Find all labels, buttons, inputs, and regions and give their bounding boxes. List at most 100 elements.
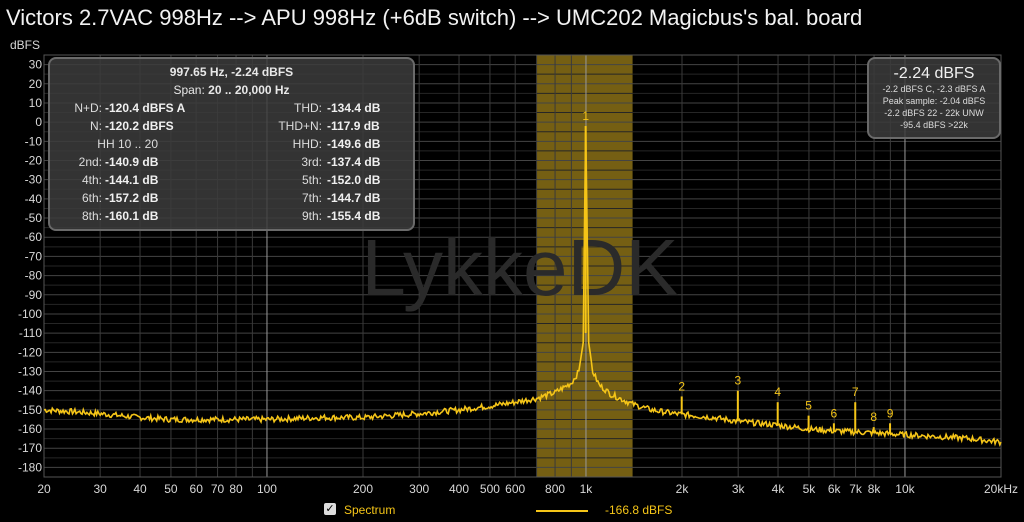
level-line-2: Peak sample: -2.04 dBFS xyxy=(882,96,986,106)
stats-left-row-label: 6th: xyxy=(81,191,102,205)
x-tick-label: 70 xyxy=(211,482,225,496)
harmonic-label: 2 xyxy=(678,379,685,393)
y-axis-labels: 30 20 10 0 -10 -20 -30 -40 -50 -60 -70 -80 -90 -100 -1… xyxy=(18,58,42,475)
x-tick-label: 400 xyxy=(449,482,469,496)
y-tick-label: -180 xyxy=(18,460,42,474)
legend-series-value: -166.8 dBFS xyxy=(605,503,673,517)
chart-title: Victors 2.7VAC 998Hz --> APU 998Hz (+6dB… xyxy=(6,5,863,30)
y-tick-label: -30 xyxy=(25,173,43,187)
stats-right-row: 3rd: -137.4 dB xyxy=(50,155,413,173)
harmonic-label: 3 xyxy=(735,374,742,388)
span-value: 20 .. 20,000 Hz xyxy=(208,83,290,97)
level-line-4: -95.4 dBFS >22k xyxy=(900,120,968,130)
y-tick-label: -140 xyxy=(18,384,42,398)
stats-left-row-value: -157.2 dB xyxy=(105,191,159,205)
harmonic-label: 8 xyxy=(870,410,877,424)
legend: ✓ Spectrum -166.8 dBFS xyxy=(0,500,1024,522)
y-tick-label: -20 xyxy=(25,154,43,168)
harmonic-label: 4 xyxy=(774,385,781,399)
y-tick-label: -130 xyxy=(18,365,42,379)
stats-left-row-label: N+D: xyxy=(74,101,102,115)
stats-left-row: 8th: -160.1 dB xyxy=(50,209,413,227)
harmonic-labels: 1 2 3 4 5 678 9 xyxy=(582,109,893,424)
y-tick-label: 20 xyxy=(29,77,43,91)
stats-right-row-value: -137.4 dB xyxy=(327,155,381,169)
stats-left-row: 2nd: -140.9 dB xyxy=(50,155,413,173)
stats-right-row: 7th: -144.7 dB xyxy=(50,191,413,209)
stats-left-row: N: -120.2 dBFS xyxy=(50,119,413,137)
stats-right-row-label: HHD: xyxy=(292,137,322,151)
x-tick-label: 20 xyxy=(37,482,51,496)
x-tick-label: 800 xyxy=(545,482,565,496)
x-tick-label: 80 xyxy=(229,482,243,496)
level-main: -2.24 dBFS xyxy=(893,65,975,82)
stats-right-row-label: THD+N: xyxy=(278,119,322,133)
stats-left-row: 6th: -157.2 dB xyxy=(50,191,413,209)
x-tick-label: 5k xyxy=(803,482,817,496)
stats-right-row: 5th: -152.0 dB xyxy=(50,173,413,191)
y-tick-label: -60 xyxy=(25,230,43,244)
y-tick-label: -40 xyxy=(25,192,43,206)
stats-right-row: 9th: -155.4 dB xyxy=(50,209,413,227)
x-tick-label: 60 xyxy=(190,482,204,496)
stats-left-row-label: 8th: xyxy=(81,209,102,223)
x-tick-label: 50 xyxy=(164,482,178,496)
stats-left-row-label: 4th: xyxy=(81,173,102,187)
stats-left-row-label: N: xyxy=(90,119,102,133)
x-tick-label: 2k xyxy=(676,482,690,496)
y-tick-label: 30 xyxy=(29,58,43,72)
harmonic-label: 6 xyxy=(831,406,838,420)
y-tick-label: -100 xyxy=(18,307,42,321)
y-tick-label: -120 xyxy=(18,345,42,359)
stats-right-row-value: -149.6 dB xyxy=(327,137,381,151)
y-tick-label: -150 xyxy=(18,403,42,417)
x-tick-label: 3k xyxy=(732,482,746,496)
spectrum-line xyxy=(43,125,1002,447)
stats-right-row: THD+N: -117.9 dB xyxy=(50,119,413,137)
stats-right-row-label: 9th: xyxy=(301,209,322,223)
x-tick-label: 6k xyxy=(828,482,842,496)
legend-series-name[interactable]: Spectrum xyxy=(344,503,396,517)
stats-right-row: THD: -134.4 dB xyxy=(50,101,413,119)
y-tick-label: -70 xyxy=(25,249,43,263)
stats-right-row: HHD: -149.6 dB xyxy=(50,137,413,155)
y-tick-label: -160 xyxy=(18,422,42,436)
stats-left-row-value: -120.4 dBFS A xyxy=(105,101,186,115)
stats-right-row-value: -152.0 dB xyxy=(327,173,381,187)
y-tick-label: -10 xyxy=(25,134,43,148)
stats-left-row-value: -140.9 dB xyxy=(105,155,159,169)
level-panel: -2.24 dBFS -2.2 dBFS C, -2.3 dBFS A Peak… xyxy=(867,57,1001,139)
x-tick-label: 500 xyxy=(480,482,500,496)
watermark: LykkeDK xyxy=(361,223,678,312)
stats-right-row-value: -144.7 dB xyxy=(327,191,381,205)
y-tick-label: -110 xyxy=(19,326,42,340)
stats-right-row-label: 5th: xyxy=(301,173,322,187)
stats-span: Span: 20 .. 20,000 Hz xyxy=(50,83,413,97)
y-tick-label: -90 xyxy=(25,288,43,302)
spectrum-trace xyxy=(43,125,1002,447)
legend-line-swatch xyxy=(536,510,588,512)
x-tick-label: 7k xyxy=(849,482,863,496)
stats-right-row-value: -155.4 dB xyxy=(327,209,381,223)
x-tick-label: 30 xyxy=(93,482,107,496)
x-tick-label: 4k xyxy=(772,482,786,496)
x-axis-labels: 20 30 40 50 60 70 80 100 200 300 400 500 600 800 1k 2k 3… xyxy=(37,482,1018,496)
x-tick-label: 200 xyxy=(353,482,373,496)
x-tick-label: 40 xyxy=(133,482,147,496)
stats-right-row-value: -134.4 dB xyxy=(327,101,381,115)
stats-left-row-value: -144.1 dB xyxy=(105,173,159,187)
harmonic-label: 9 xyxy=(887,406,894,420)
stats-left-row-value: -160.1 dB xyxy=(105,209,159,223)
spectrum-checkbox[interactable]: ✓ xyxy=(324,503,336,515)
y-tick-label: -50 xyxy=(25,211,43,225)
harmonic-label: 1 xyxy=(582,109,589,123)
stats-right-row-label: 3rd: xyxy=(301,155,322,169)
hh-label: HH 10 .. 20 xyxy=(97,137,158,151)
x-tick-label: 300 xyxy=(409,482,429,496)
stats-left-row-value: -120.2 dBFS xyxy=(105,119,174,133)
plot-frame xyxy=(43,54,1002,478)
y-tick-label: 10 xyxy=(29,96,43,110)
stats-left-row-label: 2nd: xyxy=(78,155,102,169)
y-tick-label: -170 xyxy=(18,441,42,455)
span-label: Span: xyxy=(173,83,205,97)
